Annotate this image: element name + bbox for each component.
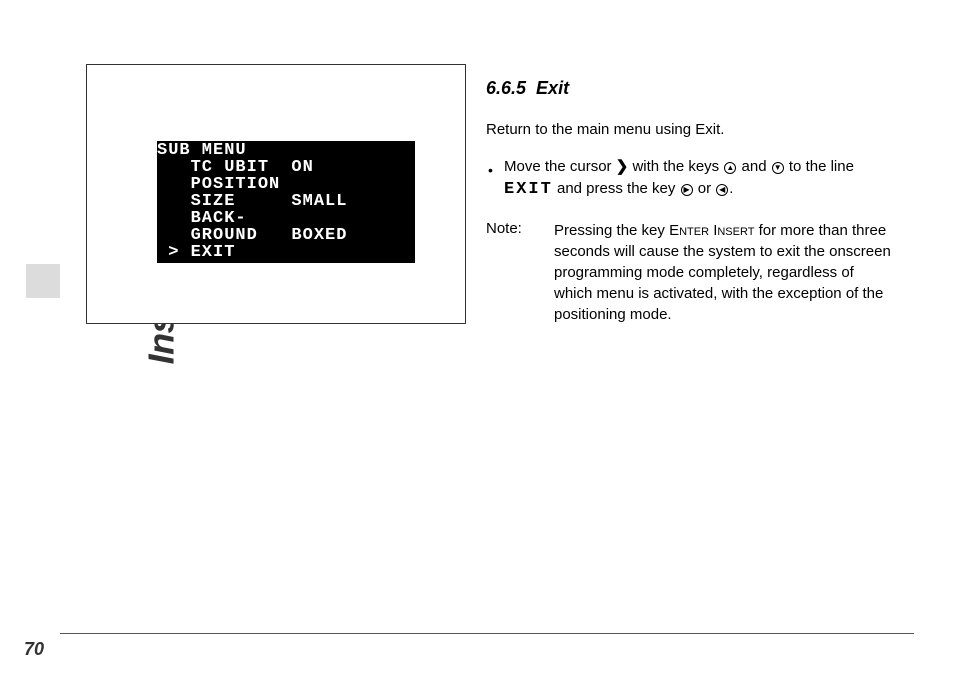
- bullet-and: and: [737, 158, 770, 175]
- bullet-mid1: with the keys: [628, 158, 723, 175]
- note-pre: Pressing the key: [554, 222, 669, 239]
- sub-menu-box: SUB MENU TC UBIT ON POSITION SIZE SMALL …: [157, 141, 415, 263]
- cursor-icon: ❯: [616, 156, 629, 178]
- section-number: 6.6.5: [486, 78, 526, 99]
- note-text: Pressing the key Enter Insert for more t…: [554, 220, 894, 325]
- down-key-icon: ▼: [772, 162, 784, 174]
- mono-exit: EXIT: [504, 180, 553, 199]
- figure-frame: SUB MENU TC UBIT ON POSITION SIZE SMALL …: [86, 64, 466, 324]
- bullet-pre: Move the cursor: [504, 158, 616, 175]
- bullet-end: .: [729, 180, 733, 197]
- page-number: 70: [24, 639, 44, 660]
- bullet-or: or: [694, 180, 716, 197]
- note-label: Note:: [486, 220, 530, 325]
- bullet-icon: [488, 156, 494, 202]
- section-heading: 6.6.5 Exit: [486, 78, 894, 99]
- bullet-item: Move the cursor ❯ with the keys ▲ and ▼ …: [486, 156, 894, 202]
- bullet-mid2: to the line: [785, 158, 854, 175]
- left-key-icon: ◀: [716, 184, 728, 196]
- note-block: Note: Pressing the key Enter Insert for …: [486, 220, 894, 325]
- bullet-text: Move the cursor ❯ with the keys ▲ and ▼ …: [504, 156, 894, 202]
- right-key-icon: ▶: [681, 184, 693, 196]
- smallcaps-insert: Insert: [713, 222, 754, 239]
- smallcaps-enter: Enter: [669, 222, 709, 239]
- bullet-mid3: and press the key: [553, 180, 680, 197]
- footer-rule: [60, 633, 914, 634]
- sidebar-tab: [26, 264, 60, 298]
- intro-text: Return to the main menu using Exit.: [486, 121, 894, 138]
- content-column: 6.6.5 Exit Return to the main menu using…: [486, 78, 894, 325]
- section-title: Exit: [536, 78, 569, 99]
- up-key-icon: ▲: [724, 162, 736, 174]
